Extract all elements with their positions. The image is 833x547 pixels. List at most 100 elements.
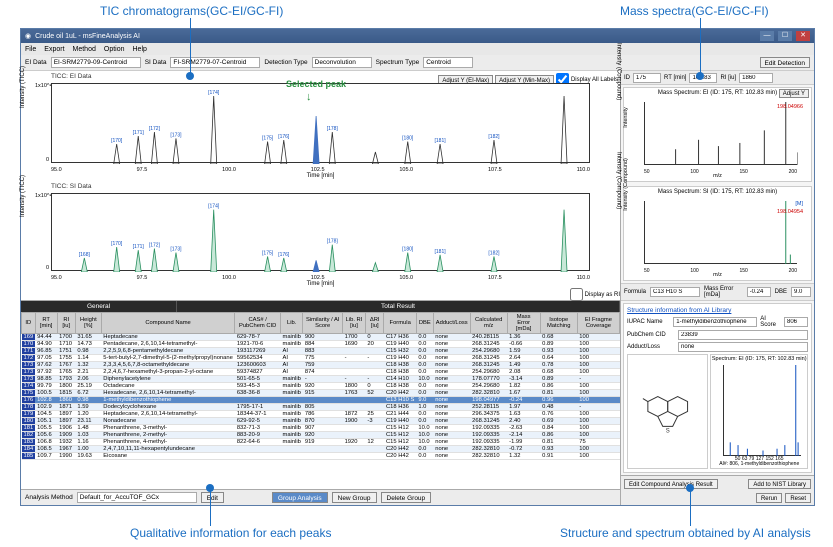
svg-text:[182]: [182] [488,134,500,140]
rerun-button[interactable]: Rerun [756,493,782,503]
col-header[interactable]: ΔRI [iu] [365,313,384,334]
dbe-input[interactable] [791,287,811,297]
table-row[interactable]: 185109.7199019.63EicosaneC20 H420.0none2… [22,453,620,460]
col-header[interactable]: EI Fragme Coverage [577,313,619,334]
display-ri-label: Display as RI [585,292,620,298]
ei-spectrum[interactable]: Adjust Y Mass Spectrum: EI (ID: 175, RT:… [623,87,812,182]
si-x-label: Time [min] [307,281,335,287]
svg-text:[176]: [176] [278,134,290,140]
me-label: Mass Error [mDa] [704,286,743,298]
col-header[interactable]: Isotope Matching [540,313,577,334]
rt-input[interactable] [689,73,717,83]
adduct-label: Adduct/Loss [627,344,675,350]
iupac-input[interactable] [673,317,757,327]
si-spectrum[interactable]: Mass Spectrum: SI (ID: 175, RT: 102.83 m… [623,186,812,281]
si-spec-peak-m: [M] [795,201,803,207]
col-header[interactable]: Mass Error [mDa] [507,313,540,334]
group-analysis-button[interactable]: Group Analysis [272,492,328,503]
si-chart-title: TICC: SI Data [51,183,91,190]
annotation-mass: Mass spectra(GC-EI/GC-FI) [620,4,769,18]
formula-input[interactable] [650,287,700,297]
add-nist-button[interactable]: Add to NIST Library [748,479,811,489]
table-row[interactable]: 182105.619091.03Phenanthrene, 2-methyl-8… [22,432,620,439]
detection-select[interactable] [312,57,372,68]
col-header[interactable]: Height [%] [75,313,101,334]
svg-text:[172]: [172] [149,243,161,249]
col-header[interactable]: Calculated m/z [470,313,507,334]
svg-text:[181]: [181] [435,249,447,255]
delete-group-button[interactable]: Delete Group [381,492,432,503]
table-row[interactable]: 17094.90171014.73Pentadecane, 2,6,10,14-… [22,341,620,348]
ei-chromatogram[interactable]: TICC: EI Data Intensity (TICC) Intensity… [21,71,620,181]
col-header[interactable]: RT [min] [35,313,57,334]
table-row[interactable]: 181105.519061.48Phenanthrene, 3-methyl-8… [22,425,620,432]
maximize-button[interactable]: ☐ [778,31,792,41]
table-row[interactable]: 180105.1189723.11Nonadecane629-92-5mainl… [22,418,620,425]
col-header[interactable]: Formula [384,313,416,334]
menu-help[interactable]: Help [133,46,147,53]
ei-spec-title: Mass Spectrum: EI (ID: 175, RT: 102.83 m… [658,90,777,96]
ai-score-input[interactable] [784,317,808,327]
si-chromatogram[interactable]: TICC: SI Data Intensity (TICC) Intensity… [21,181,620,289]
table-row[interactable]: 17397.9217652.212,2,4,6,7-hexamethyl-3-p… [22,369,620,376]
svg-text:[178]: [178] [327,126,339,132]
menu-option[interactable]: Option [104,46,125,53]
table-row[interactable]: 17397.6217671.322,3,3,4,5,6,7,8-octameth… [22,362,620,369]
pubchem-input[interactable] [678,330,808,340]
svg-text:[171]: [171] [133,244,145,250]
table-row[interactable]: 17499.79180025.19Octadecane593-45-3mainl… [22,383,620,390]
svg-text:[170]: [170] [111,138,123,144]
table-row[interactable]: 183106.819321.16Phenanthrene, 4-methyl-8… [22,439,620,446]
si-data-input[interactable] [170,57,260,68]
minimize-button[interactable]: — [760,31,774,41]
ai-spectrum[interactable]: Spectrum: EI (ID: 175, RT: 102.83 min) 5… [710,354,808,469]
chromatogram-area: Adjust Y (EI-Max) Adjust Y (Min-Max) Dis… [21,71,620,301]
table-row[interactable]: 16994.44170031.65Heptadecane629-78-7main… [22,334,620,341]
menu-export[interactable]: Export [44,46,64,53]
menu-file[interactable]: File [25,46,36,53]
col-header[interactable]: ID [22,313,36,334]
adduct-input[interactable] [678,342,808,352]
edit-detection-button[interactable]: Edit Detection [760,57,810,68]
ai-score-label: AI Score [760,316,781,328]
analysis-method-input[interactable] [77,492,197,503]
col-header[interactable]: CAS# / PubChem CID [235,313,281,334]
reset-button[interactable]: Reset [785,493,811,503]
col-header[interactable]: Adduct/Loss [433,313,470,334]
table-row[interactable]: 184108.519671.002,4,7,10,11,11-hexapenty… [22,446,620,453]
ri-label: RI [iu] [720,75,736,81]
col-header[interactable]: Compound Name [101,313,235,334]
table-row[interactable]: 178102.918711.59Dodecylcyclohexane1795-1… [22,404,620,411]
spectrum-select[interactable] [423,57,473,68]
table-row[interactable]: 179104.518971.20Heptadecane, 2,6,10,14-t… [22,411,620,418]
edit-method-button[interactable]: Edit [201,492,224,503]
id-input[interactable] [633,73,661,83]
selected-peak-arrow: ↓ [306,91,312,103]
col-header[interactable]: Lib. [280,313,302,334]
edit-compound-button[interactable]: Edit Compound Analysis Result [624,479,718,489]
display-ri-checkbox[interactable] [570,288,583,301]
table-row[interactable]: 175100.518156.72Hexadecane, 2,6,10,14-te… [22,390,620,397]
struct-title[interactable]: Structure information from AI Library [627,307,808,314]
table-row[interactable]: 17297.0517551.145-tert-butyl-2,7-dimethy… [22,355,620,362]
col-header[interactable]: Similarity / AI Score [303,313,343,334]
ei-data-input[interactable] [51,57,141,68]
table-row[interactable]: 17398.8517932.06Diphenylacetylene501-65-… [22,376,620,383]
table-row[interactable]: 176102.818600.981-methyldibenzothiophene… [22,397,620,404]
col-header[interactable]: Lib. RI [iu] [343,313,366,334]
new-group-button[interactable]: New Group [332,492,377,503]
table-row[interactable]: 17196.8517510.982,2,5,9,6,8-pentamethyld… [22,348,620,355]
annotation-struct: Structure and spectrum obtained by AI an… [560,526,811,540]
ri-input[interactable] [739,73,773,83]
results-table: General Total Result IDRT [min]RI [iu]He… [21,301,620,489]
svg-text:[170]: [170] [111,241,123,247]
col-header[interactable]: RI [iu] [57,313,75,334]
col-header[interactable]: DBE [416,313,433,334]
me-input[interactable] [747,287,771,297]
col-group-general: General [21,301,177,312]
adjust-y-spec-button[interactable]: Adjust Y [779,89,809,98]
si-data-label: SI Data [145,59,167,66]
menu-method[interactable]: Method [73,46,96,53]
si-spec-ylabel: Intensity (Compound) [623,158,629,211]
close-button[interactable]: ✕ [796,31,810,41]
